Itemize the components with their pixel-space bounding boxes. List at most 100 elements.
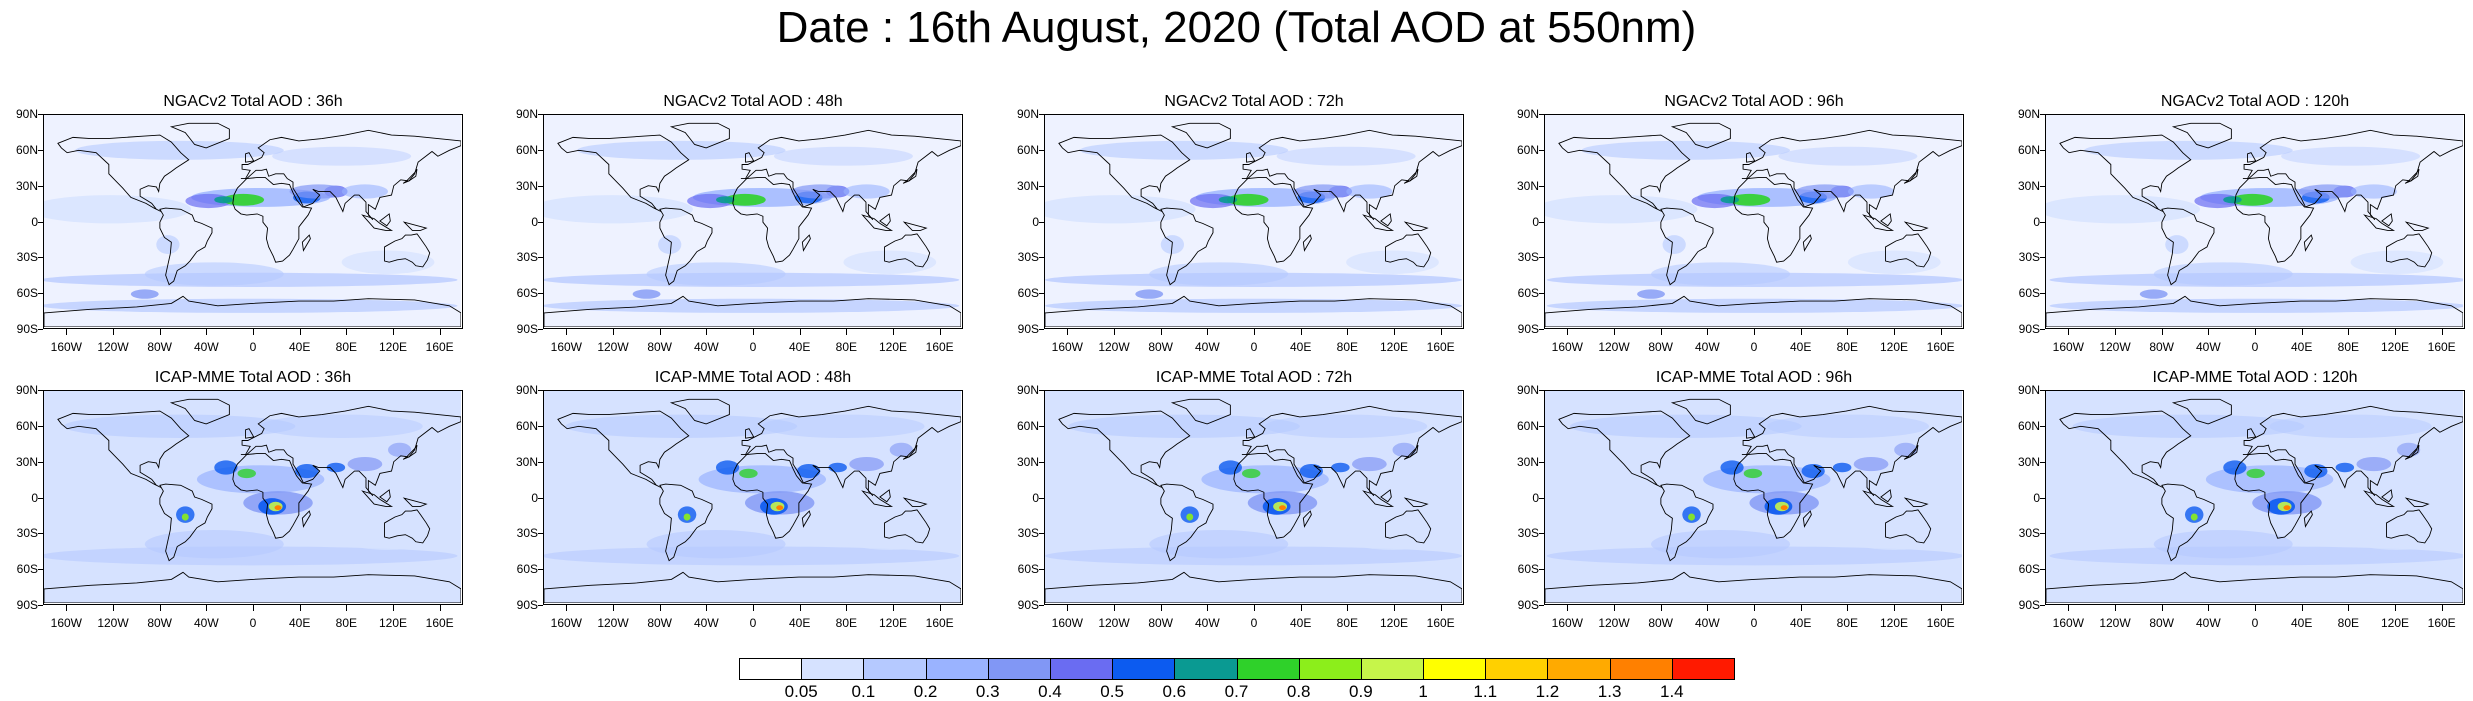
lat-tick — [538, 461, 543, 463]
lon-tick-label: 80E — [835, 616, 858, 630]
lon-tick-label: 80W — [147, 340, 172, 354]
coastline — [2059, 134, 2192, 212]
lat-tick-label: 30N — [1016, 178, 1039, 193]
lon-tick — [893, 329, 894, 335]
lat-tick — [1539, 185, 1544, 187]
lat-tick — [2040, 329, 2045, 330]
aod-contour — [1847, 526, 1941, 550]
aod-contour — [1728, 193, 1771, 206]
coastline — [1403, 444, 1419, 460]
colorbar-swatch — [801, 658, 865, 680]
aod-contour — [130, 289, 159, 299]
aod-contour — [828, 462, 847, 473]
lon-tick — [1800, 605, 1802, 611]
lat-tick-label: 90S — [16, 598, 38, 612]
lon-tick — [1114, 605, 1115, 611]
lat-tick-label: 60N — [515, 142, 538, 157]
aod-contour — [2350, 184, 2397, 199]
coastline — [1660, 483, 1714, 562]
aod-contour — [2223, 460, 2247, 475]
lon-tick-label: 40E — [1289, 340, 1312, 354]
lat-tick — [538, 605, 543, 606]
panel-title: ICAP-MME Total AOD : 120h — [2152, 369, 2358, 386]
lon-tick — [2348, 329, 2350, 335]
lon-tick-label: 40W — [193, 340, 219, 354]
lon-tick-label: 0 — [249, 340, 257, 354]
lon-tick-label: 40E — [2290, 340, 2313, 354]
lat-tick — [1039, 605, 1044, 606]
aod-contour — [347, 456, 383, 472]
lon-tick — [2208, 605, 2210, 611]
coastline — [169, 122, 230, 149]
lon-tick-label: 120E — [378, 616, 408, 630]
coastline — [544, 571, 961, 603]
aod-contour — [1218, 460, 1242, 475]
coastline — [557, 410, 690, 488]
lat-tick — [2040, 114, 2045, 115]
lon-tick — [1660, 329, 1662, 335]
aod-contour — [2350, 250, 2444, 274]
aod-contour — [237, 468, 256, 479]
aod-contour — [1720, 460, 1744, 475]
lat-tick-label: 30N — [515, 178, 538, 193]
coastline — [1558, 134, 1691, 212]
aod-contour — [2223, 196, 2242, 204]
coastline — [2303, 510, 2313, 528]
lon-tick-label: 40E — [2290, 616, 2313, 630]
map-panel: ICAP-MME Total AOD : 72h 90N 60N 30N 0 30S 60S… — [1001, 369, 1464, 649]
lat-tick-label: 60S — [2018, 562, 2040, 577]
lon-tick-label: 160E — [1426, 616, 1455, 630]
coastline — [2234, 452, 2315, 539]
lat-tick-label: 60S — [16, 286, 38, 301]
coastline — [1862, 214, 1895, 231]
aod-contour — [1546, 298, 1962, 313]
lon-tick-label: 160E — [2427, 616, 2456, 630]
lon-tick-label: 80E — [335, 616, 358, 630]
lat-tick-label: 90S — [1517, 598, 1539, 612]
aod-contour — [214, 460, 238, 475]
coastline — [1045, 571, 1462, 603]
coastline — [801, 234, 811, 252]
aod-contour — [1832, 462, 1852, 473]
lat-tick — [538, 114, 543, 115]
lon-tick — [1894, 329, 1895, 335]
lon-tick — [1660, 605, 1662, 611]
lat-tick — [1539, 329, 1544, 330]
lon-tick — [1440, 329, 1442, 335]
aod-contour — [776, 505, 784, 511]
lon-tick-label: 80W — [1148, 340, 1173, 354]
lon-tick-label: 0 — [749, 340, 757, 354]
colorbar-label: 0.05 — [784, 682, 818, 701]
lat-tick — [538, 329, 543, 330]
panel-title: NGACv2 Total AOD : 48h — [663, 93, 843, 110]
lat-tick-label: 90N — [1516, 383, 1539, 397]
coastline — [1733, 452, 1814, 539]
lat-tick-label: 30S — [1517, 250, 1539, 265]
lon-tick-label: 40W — [1194, 616, 1220, 630]
lat-tick — [38, 114, 43, 115]
coastline — [232, 176, 313, 263]
map-panel: ICAP-MME Total AOD : 120h 90N 60N 30N 0 30S 60… — [2002, 369, 2465, 649]
lat-tick-label: 60N — [1516, 142, 1539, 157]
aod-contour — [1331, 462, 1350, 473]
coastline — [1362, 214, 1395, 231]
coastline — [1241, 405, 1462, 497]
aod-contour — [1346, 250, 1439, 274]
colorbar-swatch — [1609, 658, 1673, 680]
lat-tick-label: 90S — [16, 322, 38, 336]
aod-contour — [2072, 414, 2305, 439]
lon-tick — [1894, 605, 1895, 611]
lon-tick-label: 120E — [1879, 616, 1909, 630]
lon-tick-label: 160W — [50, 616, 83, 630]
coastline — [1880, 213, 1892, 227]
lon-tick — [393, 605, 394, 611]
lon-tick-label: 0 — [1250, 616, 1258, 630]
lat-tick — [38, 149, 43, 151]
colorbar-label: 0.6 — [1162, 682, 1187, 701]
lat-tick — [1539, 149, 1544, 151]
coastline — [301, 510, 311, 528]
lat-tick-label: 30S — [2018, 250, 2040, 265]
lat-tick — [538, 390, 543, 391]
lat-tick-label: 0 — [2033, 490, 2040, 505]
aod-contour — [1186, 513, 1194, 521]
